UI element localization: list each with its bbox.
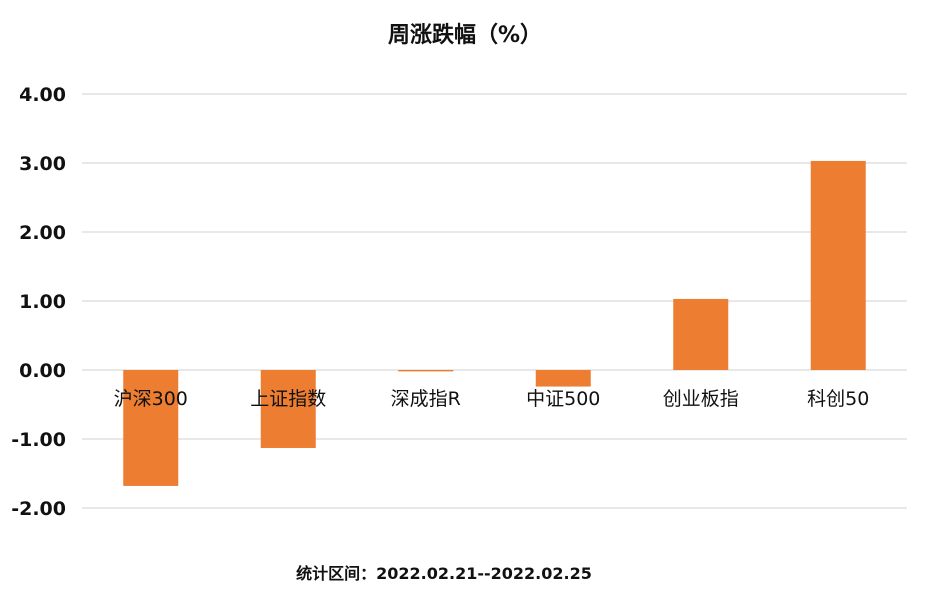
bar <box>398 370 454 372</box>
y-tick-label: 0.00 <box>19 360 66 382</box>
x-tick-label: 科创50 <box>807 388 869 410</box>
y-tick-label: -1.00 <box>11 429 66 451</box>
y-tick-label: 2.00 <box>19 222 66 244</box>
x-tick-label: 沪深300 <box>114 388 188 410</box>
y-tick-label: 1.00 <box>19 291 66 313</box>
bars <box>123 160 866 486</box>
x-tick-label: 上证指数 <box>250 388 326 410</box>
x-axis-ticks: 沪深300 上证指数 深成指R 中证500 创业板指 科创50 <box>114 388 870 410</box>
y-tick-label: -2.00 <box>11 498 66 520</box>
x-tick-label: 创业板指 <box>663 388 739 410</box>
bar <box>260 370 316 448</box>
date-range-footnote: 统计区间：2022.02.21--2022.02.25 <box>296 564 592 583</box>
y-tick-label: 3.00 <box>19 153 66 175</box>
y-axis-ticks: -2.00 -1.00 0.00 1.00 2.00 3.00 4.00 <box>11 84 66 520</box>
bar <box>535 370 591 387</box>
x-tick-label: 中证500 <box>526 388 600 410</box>
chart-title: 周涨跌幅（%） <box>388 23 542 48</box>
x-tick-label: 深成指R <box>391 388 461 410</box>
gridlines <box>82 93 907 509</box>
bar <box>123 370 179 486</box>
bar <box>810 160 866 370</box>
bar <box>673 298 729 370</box>
y-tick-label: 4.00 <box>19 84 66 106</box>
